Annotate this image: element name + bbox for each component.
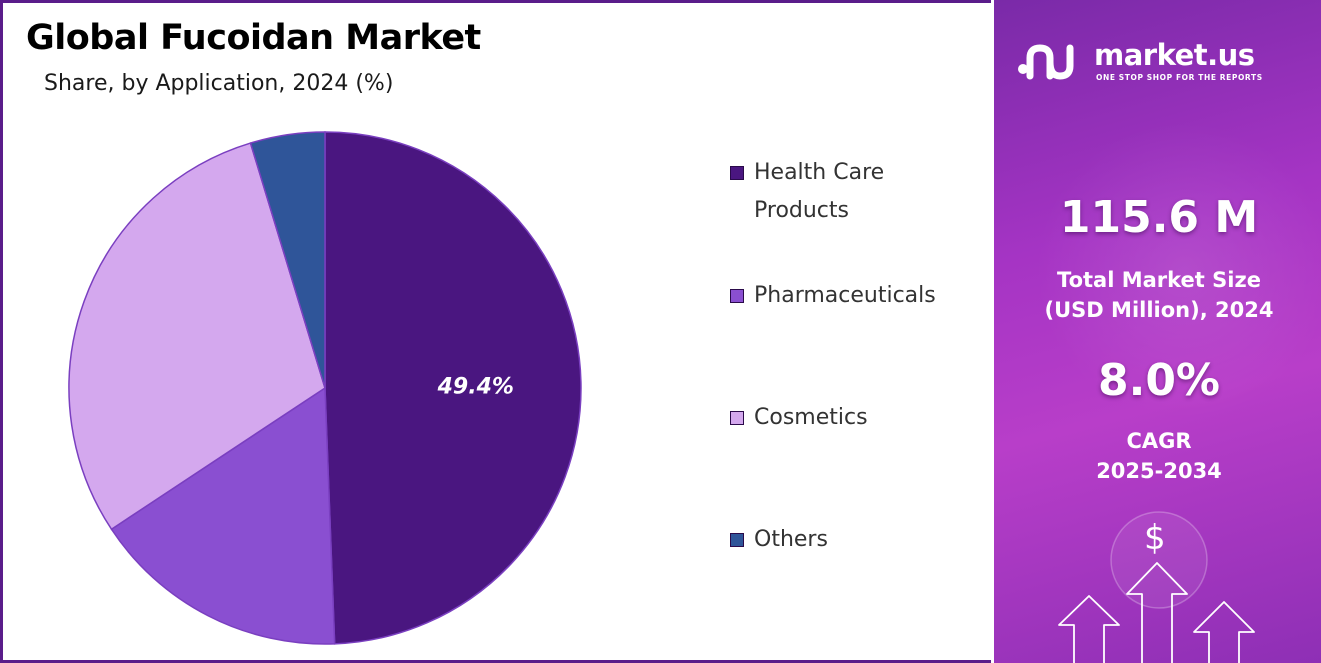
pie-slice-others [249,131,326,389]
legend-label-line1: Health Care [754,160,885,185]
legend-label: Pharmaceuticals [754,283,936,308]
chart-subtitle: Share, by Application, 2024 (%) [44,71,394,96]
summary-panel: market.us ONE STOP SHOP FOR THE REPORTS … [991,0,1321,663]
brand-tagline: ONE STOP SHOP FOR THE REPORTS [1096,73,1263,82]
legend-swatch [730,533,744,547]
background-glow [1034,120,1321,420]
legend-item-pharmaceuticals: Pharmaceuticals [730,283,974,315]
legend-label: Others [754,527,828,552]
data-label-health-care-products: 49.4% [437,374,514,399]
pie-slice-health-care-products [324,131,582,645]
brand-name: market.us [1094,38,1255,72]
pie-chart: 49.4% [68,131,582,645]
brand: market.us ONE STOP SHOP FOR THE REPORTS [1016,38,1316,88]
legend-swatch [730,289,744,303]
legend-item-cosmetics: Cosmetics [730,405,974,437]
legend-item-others: Others [730,527,974,559]
chart-title: Global Fucoidan Market [26,18,481,58]
cagr-value: 8.0% [1097,355,1221,406]
legend-swatch [730,166,744,180]
market-size-label-line2: (USD Million), 2024 [1044,298,1274,322]
market-size-label-line1: Total Market Size [1057,268,1261,292]
chart-panel: Global Fucoidan Market Share, by Applica… [26,0,980,663]
legend-label: Cosmetics [754,405,868,430]
pie-slice-pharmaceuticals [110,386,336,645]
legend: Health Care Products Pharmaceuticals Cos… [730,0,980,663]
cagr-label-line1: CAGR [1126,429,1192,453]
legend-swatch [730,411,744,425]
market-us-logo-icon [1018,44,1074,80]
legend-label-line2: Products [754,198,849,223]
cagr-label-line2: 2025-2034 [1096,459,1222,483]
growth-arrows-icon [1058,511,1255,663]
market-size-label: Total Market Size (USD Million), 2024 [994,265,1321,325]
legend-label: Health Care Products [754,154,974,230]
cagr-label: CAGR 2025-2034 [994,426,1321,486]
pie-slice-cosmetics [68,142,326,531]
legend-item-health-care: Health Care Products [730,160,974,230]
market-size-value: 115.6 M [1059,192,1259,243]
dollar-icon: $ [1144,518,1166,558]
